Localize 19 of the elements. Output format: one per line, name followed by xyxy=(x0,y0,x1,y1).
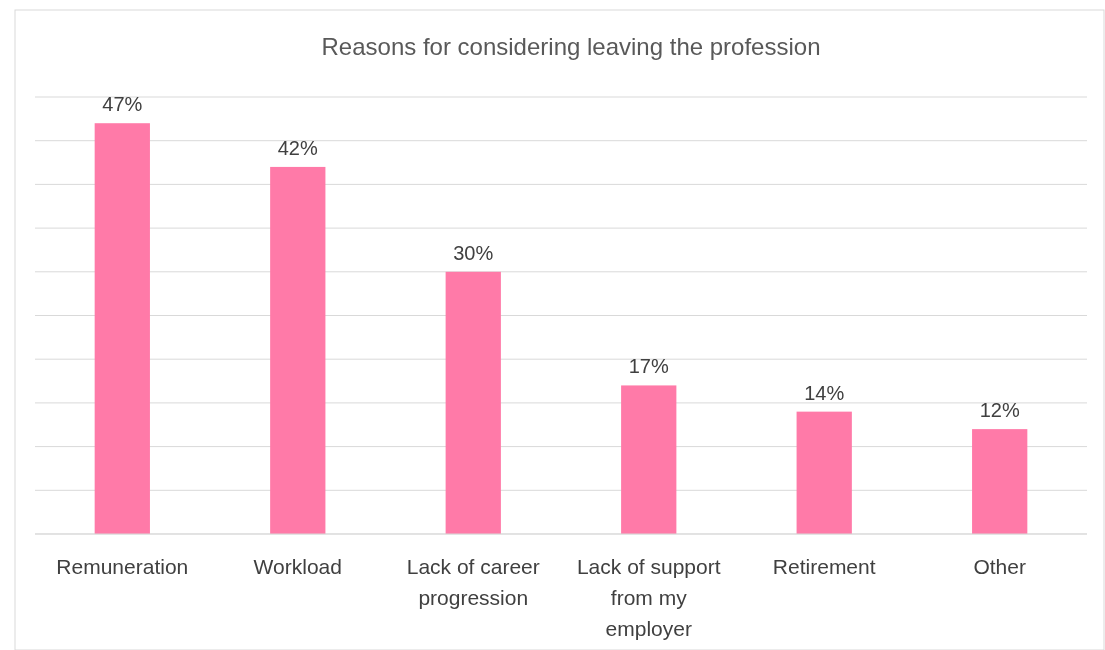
bar xyxy=(270,166,326,534)
bar xyxy=(621,385,677,534)
x-tick-label: Remuneration xyxy=(56,555,189,578)
data-label: 47% xyxy=(102,93,143,116)
data-label: 12% xyxy=(979,399,1020,422)
bar xyxy=(94,123,150,534)
data-label: 30% xyxy=(453,241,494,264)
bar xyxy=(796,411,852,534)
bar xyxy=(972,429,1028,534)
x-tick-label: Lack of support from my employer xyxy=(576,555,721,640)
x-tick-label: Workload xyxy=(253,555,342,578)
data-label: 14% xyxy=(804,381,845,404)
bar xyxy=(445,271,501,534)
x-tick-label: Retirement xyxy=(772,555,876,578)
data-label: 17% xyxy=(628,355,669,378)
x-tick-label: Other xyxy=(973,555,1026,578)
x-tick-label: Lack of career progression xyxy=(406,555,540,609)
chart-title: Reasons for considering leaving the profession xyxy=(321,33,821,60)
data-label: 42% xyxy=(277,136,319,159)
